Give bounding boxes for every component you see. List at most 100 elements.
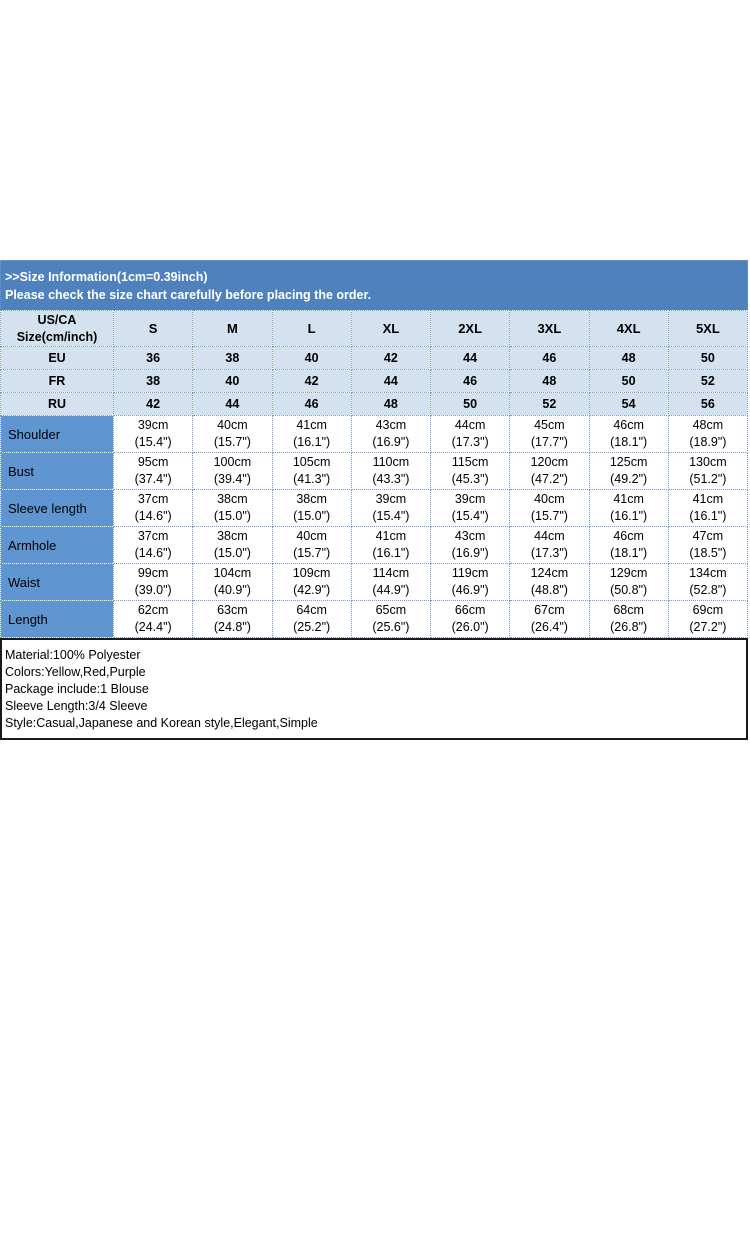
size-column-header: L (271, 310, 352, 347)
inch-value: (45.3") (451, 472, 489, 486)
inch-value: (18.5") (689, 546, 727, 560)
measurement-value-cell: 37cm (14.6") (112, 489, 194, 527)
measurement-label-cell: Bust (0, 452, 114, 490)
measurement-value-cell: 47cm (18.5") (667, 526, 749, 564)
cm-value: 130cm (689, 454, 727, 469)
conversion-value-cell: 56 (667, 392, 749, 416)
inch-value: (48.8") (530, 583, 568, 597)
inch-value: (16.1") (689, 509, 727, 523)
cm-value: 40cm (296, 528, 327, 543)
info-line: Sleeve Length:3/4 Sleeve (5, 699, 148, 713)
inch-value: (40.9") (213, 583, 251, 597)
conversion-label-cell: FR (0, 369, 114, 393)
measurement-value-cell: 110cm (43.3") (350, 452, 432, 490)
inch-value: (15.7") (293, 546, 331, 560)
info-line: Package include:1 Blouse (5, 682, 149, 696)
cm-value: 100cm (213, 454, 252, 469)
inch-value: (14.6") (134, 509, 172, 523)
conversion-value-cell: 42 (350, 346, 432, 370)
cm-value: 124cm (530, 565, 569, 580)
measurement-value-cell: 95cm (37.4") (112, 452, 194, 490)
measurement-value-cell: 41cm (16.1") (667, 489, 749, 527)
measurement-value-cell: 37cm (14.6") (112, 526, 194, 564)
inch-value: (15.7") (530, 509, 568, 523)
conversion-value-cell: 38 (192, 346, 273, 370)
cm-value: 39cm (375, 491, 407, 506)
inch-value: (15.4") (372, 509, 410, 523)
size-column-header: XL (350, 310, 432, 347)
measurement-value-cell: 66cm (26.0") (429, 600, 511, 638)
conversion-row: EU 36 38 40 42 44 46 48 50 (0, 346, 749, 370)
inch-value: (44.9") (372, 583, 410, 597)
conversion-value-cell: 46 (429, 369, 511, 393)
cm-value: 62cm (137, 602, 169, 617)
measurement-row: Bust 95cm (37.4") 100cm (39.4") 105cm (41.3") 1… (0, 452, 749, 490)
conversion-value-cell: 50 (667, 346, 749, 370)
conversion-value-cell: 44 (429, 346, 511, 370)
inch-value: (51.2") (689, 472, 727, 486)
measurement-value-cell: 99cm (39.0") (112, 563, 194, 601)
inch-value: (15.4") (134, 435, 172, 449)
measurement-value-cell: 44cm (17.3") (509, 526, 590, 564)
size-column-header: 4XL (588, 310, 669, 347)
inch-value: (52.8") (689, 583, 727, 597)
conversion-value-cell: 40 (271, 346, 352, 370)
measurement-value-cell: 43cm (16.9") (429, 526, 511, 564)
info-line: Style:Casual,Japanese and Korean style,E… (5, 716, 318, 730)
info-line: Colors:Yellow,Red,Purple (5, 665, 146, 679)
cm-value: 38cm (217, 491, 248, 506)
cm-value: 99cm (137, 565, 169, 580)
inch-value: (15.4") (451, 509, 489, 523)
cm-value: 64cm (296, 602, 327, 617)
cm-value: 69cm (692, 602, 724, 617)
size-column-header: 5XL (667, 310, 749, 347)
size-column-header: 3XL (509, 310, 590, 347)
measurement-row: Shoulder 39cm (15.4") 40cm (15.7") 41cm (16.1"… (0, 415, 749, 453)
conversion-value-cell: 48 (509, 369, 590, 393)
banner-title: >>Size Information(1cm=0.39inch) (5, 269, 208, 284)
inch-value: (39.4") (213, 472, 251, 486)
measurement-value-cell: 109cm (42.9") (271, 563, 352, 601)
inch-value: (16.1") (293, 435, 331, 449)
measurement-value-cell: 63cm (24.8") (192, 600, 273, 638)
size-info-banner: >>Size Information(1cm=0.39inch) Please … (0, 260, 748, 310)
measurement-value-cell: 100cm (39.4") (192, 452, 273, 490)
inch-value: (15.0") (293, 509, 331, 523)
inch-value: (14.6") (134, 546, 172, 560)
measurement-value-cell: 69cm (27.2") (667, 600, 749, 638)
cm-value: 129cm (609, 565, 648, 580)
measurement-value-cell: 65cm (25.6") (350, 600, 432, 638)
conversion-value-cell: 54 (588, 392, 669, 416)
cm-value: 48cm (692, 417, 724, 432)
banner-subtitle: Please check the size chart carefully be… (5, 287, 372, 302)
cm-value: 63cm (217, 602, 248, 617)
inch-value: (47.2") (530, 472, 568, 486)
inch-value: (41.3") (293, 472, 331, 486)
conversion-value-cell: 42 (112, 392, 194, 416)
measurement-value-cell: 119cm (46.9") (429, 563, 511, 601)
inch-value: (25.2") (293, 620, 331, 634)
inch-value: (43.3") (372, 472, 410, 486)
inch-value: (27.2") (689, 620, 727, 634)
measurement-value-cell: 41cm (16.1") (350, 526, 432, 564)
measurement-value-cell: 104cm (40.9") (192, 563, 273, 601)
cm-value: 68cm (613, 602, 644, 617)
inch-value: (26.8") (610, 620, 648, 634)
inch-value: (16.1") (372, 546, 410, 560)
measurement-value-cell: 41cm (16.1") (271, 415, 352, 453)
conversion-value-cell: 46 (509, 346, 590, 370)
cm-value: 41cm (375, 528, 407, 543)
cm-value: 95cm (137, 454, 169, 469)
measurement-value-cell: 68cm (26.8") (588, 600, 669, 638)
corner-label-line-2: Size(cm/inch) (16, 329, 98, 344)
inch-value: (25.6") (372, 620, 410, 634)
cm-value: 120cm (530, 454, 569, 469)
inch-value: (17.7") (530, 435, 568, 449)
inch-value: (15.0") (213, 546, 251, 560)
cm-value: 46cm (613, 528, 644, 543)
inch-value: (18.9") (689, 435, 727, 449)
cm-value: 37cm (137, 491, 169, 506)
measurement-value-cell: 39cm (15.4") (429, 489, 511, 527)
conversion-value-cell: 52 (509, 392, 590, 416)
inch-value: (16.9") (451, 546, 489, 560)
